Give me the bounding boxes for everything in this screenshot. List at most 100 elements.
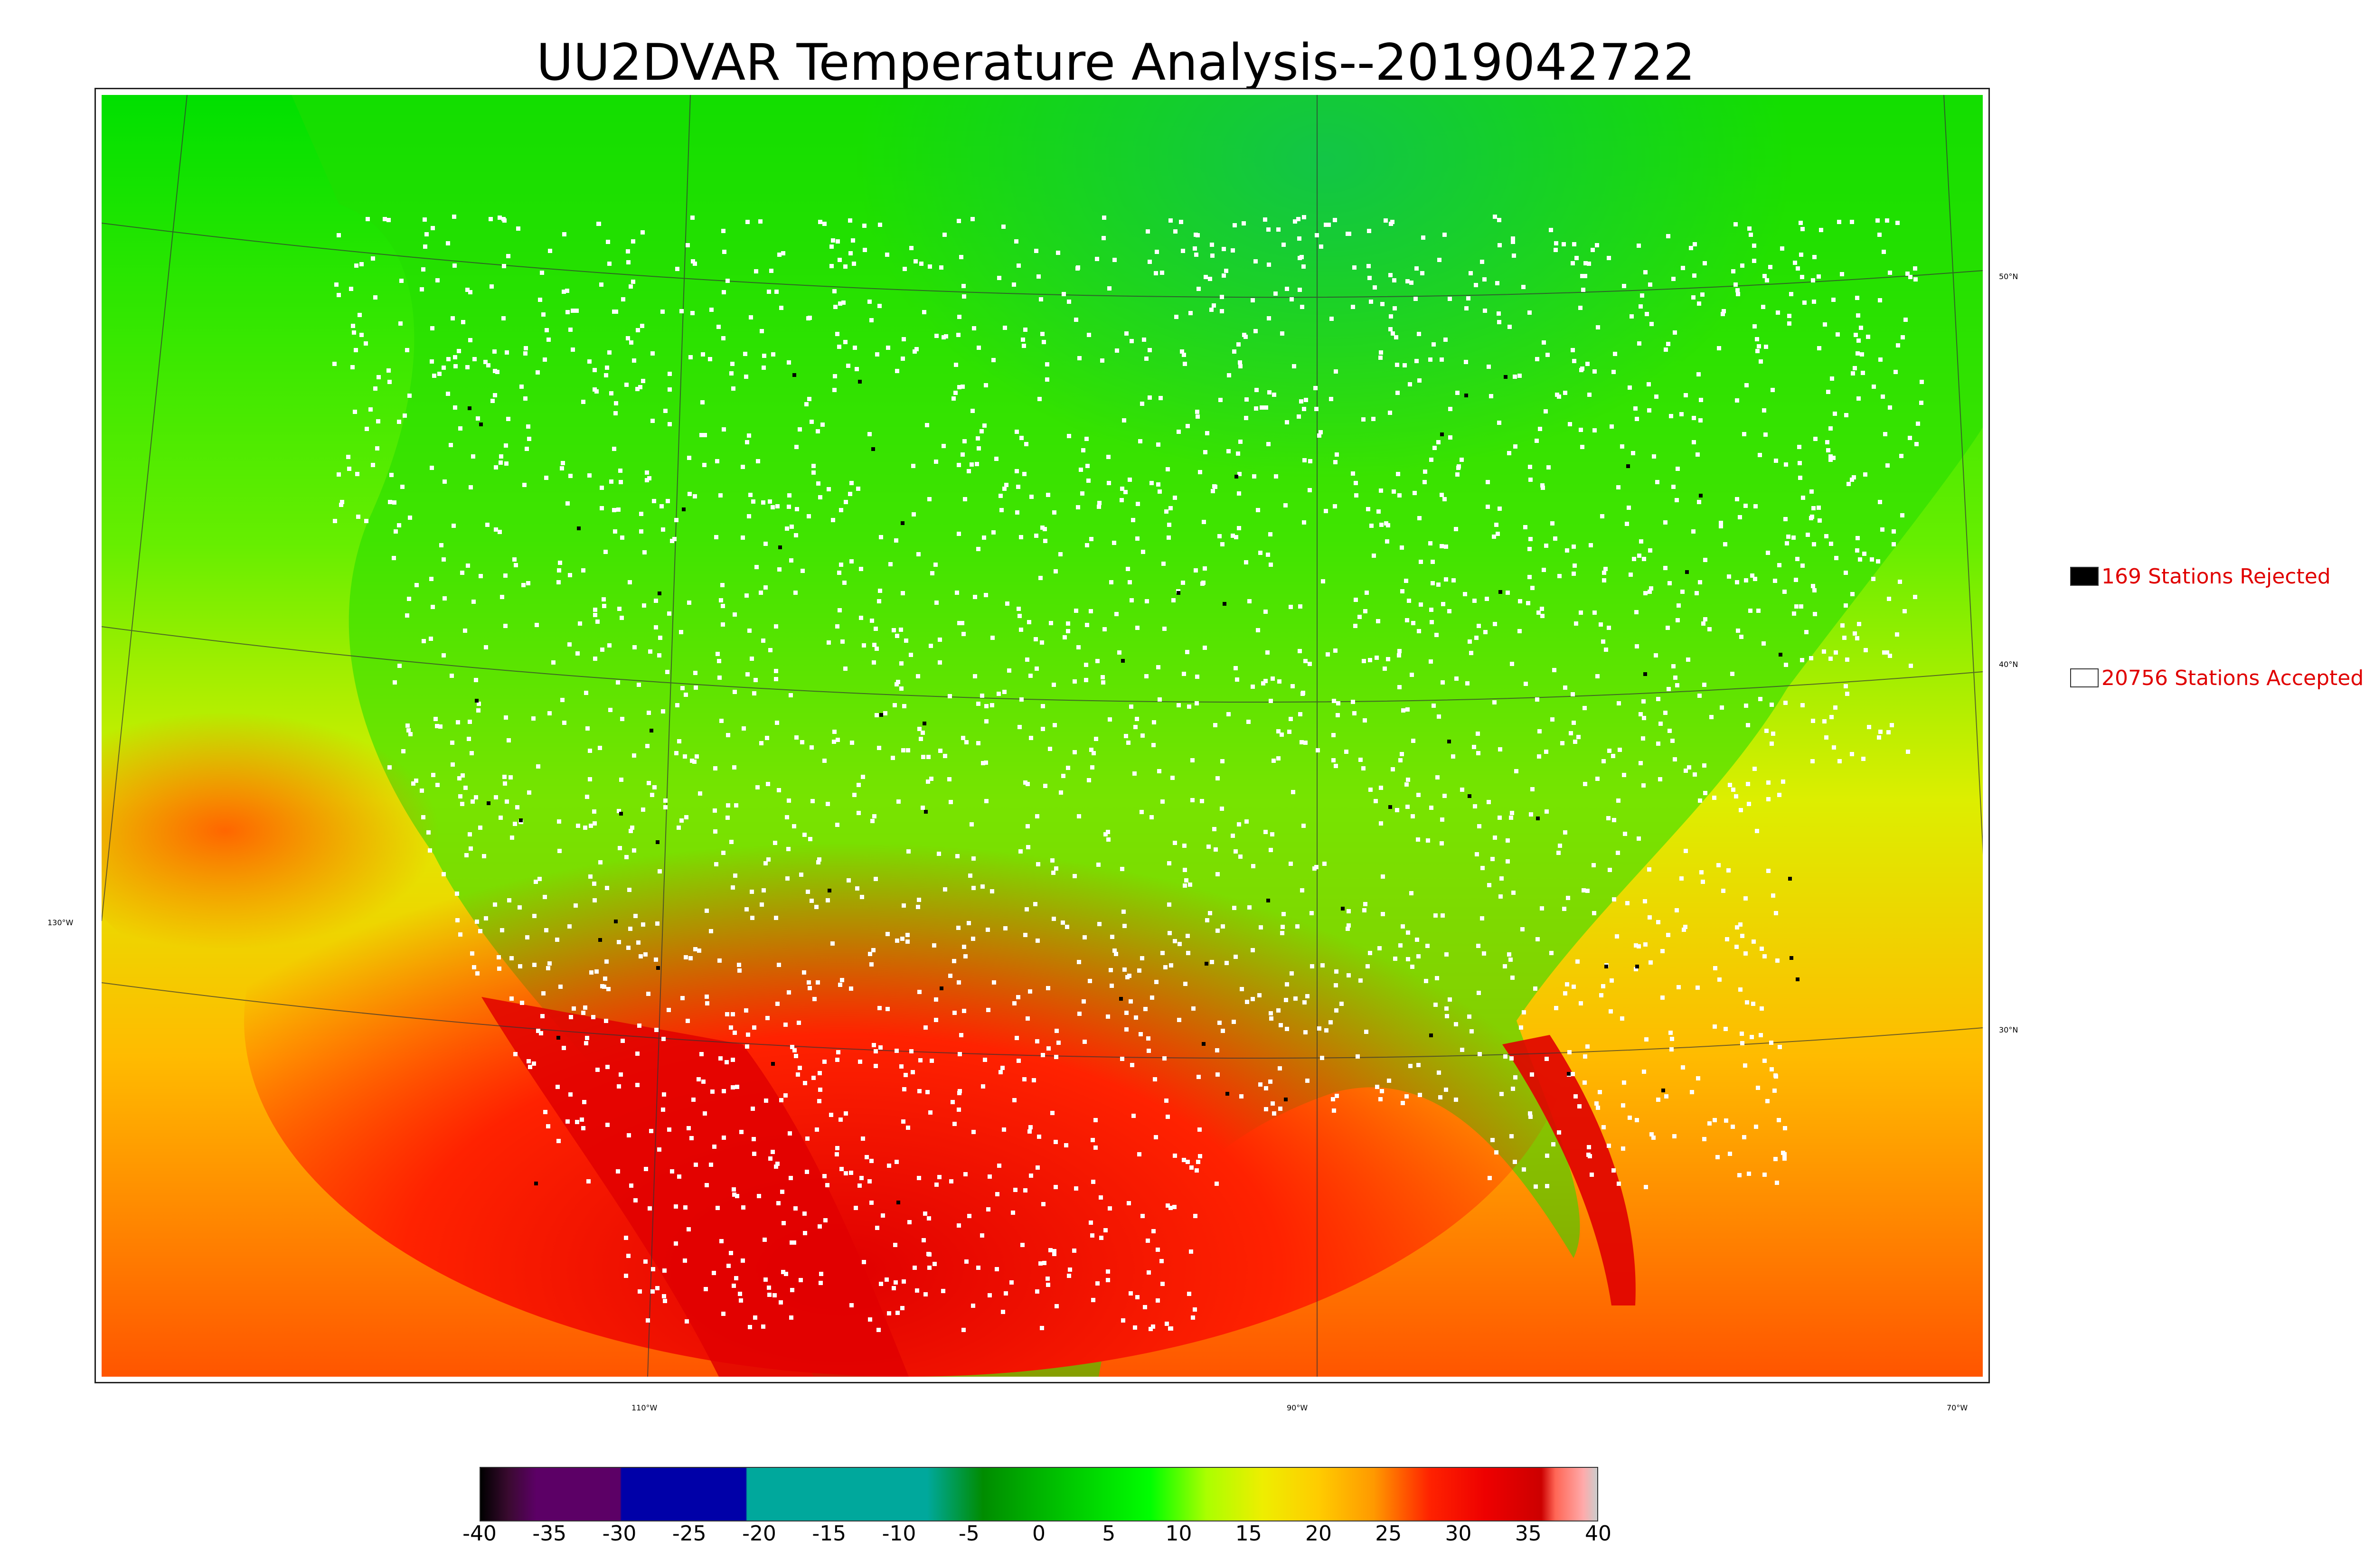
station-marker-accepted [1154,271,1158,275]
station-marker-accepted [1579,1001,1583,1005]
station-marker-accepted [1153,1077,1157,1081]
station-marker-accepted [1861,757,1865,761]
station-marker-accepted [1861,371,1865,375]
station-marker-accepted [877,304,882,308]
station-marker-accepted [455,892,459,896]
station-marker-accepted [1622,1080,1626,1085]
station-marker-accepted [1850,478,1854,482]
station-marker-accepted [1037,397,1042,401]
station-marker-rejected [1468,794,1471,798]
station-marker-accepted [1572,242,1576,246]
station-marker-accepted [763,542,768,546]
station-marker-accepted [955,591,959,595]
station-marker-accepted [944,334,948,338]
station-marker-accepted [855,367,859,371]
station-marker-accepted [647,476,651,480]
station-marker-accepted [562,721,566,725]
station-marker-accepted [1800,658,1804,662]
station-marker-accepted [1474,636,1479,640]
station-marker-accepted [1410,965,1414,969]
station-marker-accepted [1149,815,1154,819]
station-marker-accepted [1346,927,1350,931]
station-marker-accepted [1226,712,1231,716]
station-marker-accepted [1190,798,1195,802]
station-marker-accepted [527,1059,531,1063]
station-marker-accepted [901,1119,905,1124]
station-marker-accepted [1212,827,1216,831]
station-marker-accepted [1860,352,1864,357]
station-marker-accepted [774,1164,778,1169]
station-marker-accepted [405,348,409,352]
station-marker-accepted [472,965,476,969]
station-marker-accepted [1195,701,1199,705]
station-marker-rejected [1388,805,1392,809]
station-marker-accepted [956,926,961,930]
station-marker-accepted [1135,536,1140,541]
station-marker-accepted [1046,493,1050,497]
station-marker-accepted [1667,581,1672,585]
station-marker-accepted [595,1068,600,1072]
station-marker-accepted [857,783,861,787]
station-marker-accepted [463,629,467,633]
station-marker-accepted [785,526,789,531]
station-marker-accepted [1818,518,1822,523]
station-marker-accepted [1687,765,1691,770]
station-marker-accepted [741,535,745,540]
station-marker-accepted [733,612,737,617]
colorbar-tick-label: 20 [1305,1521,1332,1546]
station-marker-accepted [494,527,498,532]
station-marker-accepted [976,1266,980,1270]
station-marker-accepted [1719,521,1723,525]
station-marker-accepted [1231,834,1235,838]
station-marker-accepted [1443,338,1448,342]
station-marker-accepted [430,326,434,330]
station-marker-accepted [867,1179,872,1183]
station-marker-accepted [1417,332,1421,336]
station-marker-accepted [1809,656,1813,660]
station-marker-accepted [516,226,520,231]
station-marker-accepted [1376,509,1381,514]
station-marker-accepted [1637,244,1641,248]
station-marker-accepted [1762,641,1766,646]
station-marker-accepted [835,1152,839,1156]
station-marker-accepted [1812,255,1817,259]
station-marker-accepted [451,316,455,320]
station-marker-rejected [1790,956,1793,960]
station-marker-accepted [1549,228,1553,232]
station-marker-accepted [642,550,647,554]
station-marker-accepted [1758,453,1762,457]
station-marker-accepted [729,840,734,844]
station-marker-accepted [1545,1184,1549,1188]
station-marker-accepted [581,568,585,573]
station-marker-accepted [942,233,947,237]
station-marker-accepted [1434,633,1439,637]
station-marker-accepted [699,433,704,437]
station-marker-accepted [779,1098,783,1102]
station-marker-accepted [1634,943,1638,948]
station-marker-accepted [1042,340,1046,344]
station-marker-accepted [1289,605,1293,609]
station-marker-accepted [442,366,446,370]
station-marker-accepted [831,518,835,522]
station-marker-accepted [1432,704,1436,708]
station-marker-accepted [1487,800,1491,804]
station-marker-accepted [712,1271,716,1275]
station-marker-accepted [1414,359,1419,363]
station-marker-accepted [693,494,697,498]
station-marker-accepted [764,1099,768,1103]
station-marker-accepted [1670,1037,1674,1041]
station-marker-accepted [895,939,899,943]
station-marker-accepted [686,243,690,247]
station-marker-accepted [1245,1000,1249,1004]
station-marker-accepted [593,368,597,372]
station-marker-accepted [1424,979,1428,983]
station-marker-accepted [438,724,443,729]
station-marker-accepted [1066,766,1070,770]
station-marker-accepted [762,888,766,892]
station-marker-accepted [1701,621,1705,626]
station-marker-accepted [365,427,369,431]
station-marker-accepted [604,373,608,377]
station-marker-accepted [1386,657,1390,661]
station-marker-accepted [458,932,462,937]
station-marker-accepted [548,249,552,253]
